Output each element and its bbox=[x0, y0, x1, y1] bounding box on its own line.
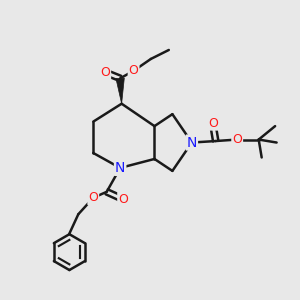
Text: O: O bbox=[100, 66, 110, 79]
Polygon shape bbox=[116, 78, 124, 104]
Text: N: N bbox=[115, 161, 125, 175]
Text: O: O bbox=[88, 191, 98, 204]
Text: N: N bbox=[187, 136, 197, 149]
Text: O: O bbox=[118, 193, 128, 206]
Text: O: O bbox=[232, 133, 242, 146]
Text: O: O bbox=[208, 117, 218, 130]
Text: O: O bbox=[129, 64, 139, 77]
